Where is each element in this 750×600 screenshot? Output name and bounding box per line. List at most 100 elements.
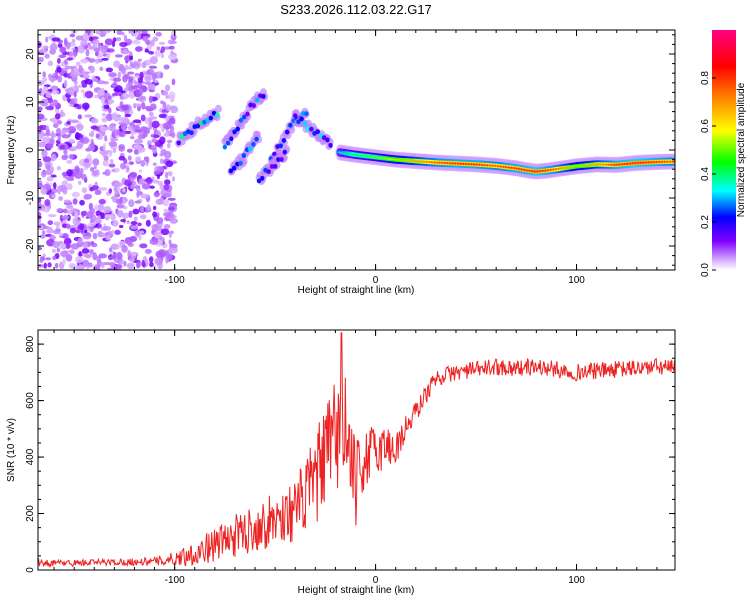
heatmap-speckle [168, 45, 175, 50]
heatmap-streak-cell [228, 168, 234, 174]
heatmap-speckle [68, 263, 76, 270]
heatmap-speckle [136, 146, 146, 153]
heatmap-speckle [160, 53, 165, 59]
heatmap-speckle [42, 86, 49, 92]
heatmap-streak-cell [235, 126, 240, 132]
heatmap-speckle [128, 51, 133, 57]
heatmap-speckle [38, 113, 45, 120]
x-tick-label: 0 [373, 275, 379, 286]
heatmap-speckle [128, 76, 134, 82]
heatmap-speckle [144, 49, 150, 53]
heatmap-speckle [144, 248, 152, 254]
heatmap-speckle [144, 81, 153, 86]
heatmap-speckle [127, 125, 135, 131]
heatmap-speckle [108, 72, 117, 78]
heatmap-speckle [43, 161, 52, 166]
heatmap-speckle [114, 190, 120, 198]
heatmap-speckle [137, 58, 142, 62]
heatmap-speckle [170, 105, 179, 114]
heatmap-speckle [38, 48, 47, 54]
heatmap-speckle [125, 169, 130, 173]
heatmap-streak-cell [266, 169, 271, 175]
heatmap-speckle [38, 106, 43, 112]
heatmap-speckle [85, 147, 92, 152]
heatmap-speckle [56, 127, 62, 135]
heatmap-speckle [98, 232, 106, 238]
heatmap-speckle [74, 171, 83, 179]
heatmap-speckle [65, 65, 74, 70]
heatmap-speckle [62, 215, 70, 220]
heatmap-speckle [71, 191, 80, 198]
heatmap-speckle [66, 169, 73, 177]
heatmap-speckle [90, 242, 98, 248]
heatmap-ridge-core [671, 160, 675, 163]
heatmap-speckle [42, 225, 50, 230]
heatmap-speckle [50, 130, 55, 139]
colorbar-tick-label: 0.8 [700, 71, 711, 85]
heatmap-speckle [139, 214, 147, 220]
heatmap-speckle [40, 98, 49, 107]
top-y-axis: -20 -10 0 10 20 [25, 34, 675, 266]
heatmap-speckle [122, 188, 126, 193]
heatmap-speckle [70, 243, 80, 250]
heatmap-speckle [132, 252, 137, 257]
heatmap-speckle [96, 80, 106, 85]
heatmap-streak-cell [251, 141, 256, 147]
heatmap-streak-cell [176, 140, 181, 146]
heatmap-speckle [56, 66, 62, 73]
heatmap-streak-cell [205, 118, 210, 123]
heatmap-speckle [51, 37, 61, 42]
heatmap-speckle [160, 90, 169, 96]
heatmap-speckle [171, 30, 177, 37]
heatmap-speckle [129, 61, 134, 68]
heatmap-speckle [61, 134, 71, 139]
heatmap-streak-cell [251, 103, 257, 108]
heatmap-speckle [91, 264, 95, 268]
heatmap-speckle [134, 129, 143, 133]
heatmap-speckle [65, 254, 73, 262]
heatmap-speckle [86, 211, 94, 219]
heatmap-speckle [166, 139, 173, 144]
heatmap-speckle [119, 96, 125, 100]
heatmap-speckle [45, 257, 52, 261]
heatmap-speckle [108, 95, 112, 100]
heatmap-speckle [162, 101, 167, 109]
heatmap-speckle [38, 182, 43, 189]
heatmap-speckle [95, 31, 102, 35]
bottom-x-axis-label: Height of straight line (km) [298, 585, 415, 596]
heatmap-speckle [133, 30, 138, 37]
heatmap-speckle [75, 229, 81, 234]
heatmap-speckle [47, 214, 57, 218]
heatmap-speckle [91, 78, 99, 82]
heatmap-speckle [79, 199, 85, 206]
heatmap-speckle [114, 264, 123, 269]
heatmap-speckle [40, 170, 47, 178]
heatmap-speckle [129, 171, 138, 178]
heatmap-speckle [74, 211, 79, 218]
y-tick-label: 400 [25, 448, 36, 465]
heatmap-streak-cell [302, 121, 308, 127]
heatmap-speckle [80, 210, 88, 217]
heatmap-speckle [168, 172, 173, 177]
heatmap-speckle [98, 253, 108, 259]
heatmap-speckle [108, 140, 118, 147]
heatmap-speckle [57, 75, 63, 83]
heatmap-speckle [85, 48, 90, 57]
heatmap-speckle [63, 37, 68, 46]
heatmap-speckle [102, 143, 106, 151]
heatmap-speckle [59, 243, 66, 250]
heatmap-streak-cell [288, 122, 293, 128]
heatmap-speckle [56, 247, 60, 253]
heatmap-streak-cell [215, 112, 220, 118]
heatmap-speckle [101, 112, 106, 117]
heatmap-speckle [137, 134, 144, 140]
heatmap-speckle [135, 156, 142, 162]
heatmap-speckle [120, 90, 126, 94]
heatmap-speckle [163, 224, 171, 230]
heatmap-speckle [154, 49, 161, 58]
heatmap-speckle [47, 60, 54, 67]
heatmap-speckle [111, 40, 116, 48]
heatmap-streak-cell [276, 157, 281, 162]
heatmap-speckle [77, 114, 83, 120]
